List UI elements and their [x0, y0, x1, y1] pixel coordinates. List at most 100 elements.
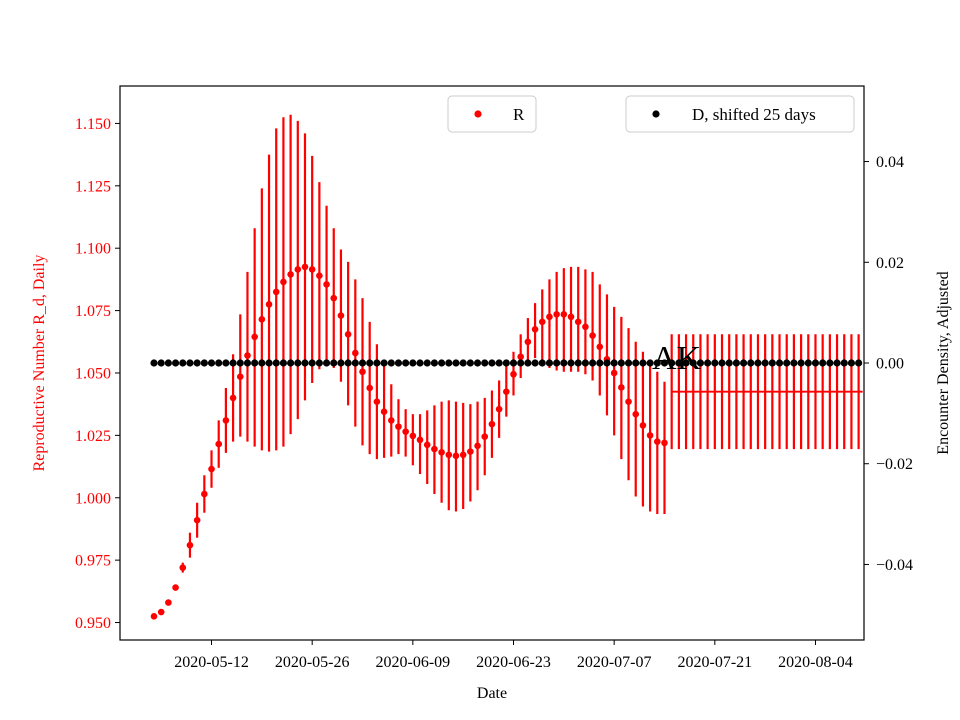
right-axis-ticks: −0.04 −0.02 0.00 0.02 0.04 — [864, 154, 913, 574]
r-point — [517, 353, 524, 360]
left-tick-label: 1.100 — [75, 241, 111, 258]
r-point — [165, 599, 172, 606]
d-point — [776, 359, 783, 366]
r-point — [532, 326, 539, 333]
r-point — [410, 433, 417, 440]
r-point — [345, 331, 352, 338]
r-point — [187, 542, 194, 549]
r-point — [244, 352, 251, 359]
d-point — [179, 359, 186, 366]
r-point — [316, 272, 323, 279]
r-point — [201, 491, 208, 498]
x-tick-label: 2020-05-12 — [174, 654, 249, 671]
d-point — [345, 359, 352, 366]
d-point — [798, 359, 805, 366]
r-point — [194, 517, 201, 524]
r-point — [251, 333, 258, 340]
d-point — [812, 359, 819, 366]
d-point — [309, 359, 316, 366]
r-point — [179, 564, 186, 571]
d-point — [330, 359, 337, 366]
d-point — [316, 359, 323, 366]
right-tick-label: 0.04 — [876, 154, 904, 171]
d-point — [531, 359, 538, 366]
d-point — [762, 359, 769, 366]
d-point — [172, 359, 179, 366]
r-point — [223, 417, 230, 424]
left-tick-label: 1.000 — [75, 490, 111, 507]
x-axis-title: Date — [477, 685, 507, 702]
r-point — [625, 398, 632, 405]
r-point — [208, 466, 215, 473]
legend-d-marker — [652, 110, 659, 117]
r-point — [388, 417, 395, 424]
d-point — [265, 359, 272, 366]
r-point — [237, 373, 244, 380]
d-point — [539, 359, 546, 366]
r-point — [359, 368, 366, 375]
r-point — [496, 406, 503, 413]
r-point — [510, 371, 517, 378]
d-point — [229, 359, 236, 366]
d-point — [618, 359, 625, 366]
r-point — [489, 421, 496, 428]
d-point — [323, 359, 330, 366]
d-point — [841, 359, 848, 366]
r-point — [287, 271, 294, 278]
d-point — [380, 359, 387, 366]
d-point — [833, 359, 840, 366]
x-tick-label: 2020-05-26 — [275, 654, 350, 671]
d-point — [373, 359, 380, 366]
x-tick-label: 2020-06-23 — [476, 654, 551, 671]
d-point — [352, 359, 359, 366]
d-point — [611, 359, 618, 366]
r-point — [259, 316, 266, 323]
d-point — [524, 359, 531, 366]
r-point — [453, 453, 460, 460]
d-point — [150, 359, 157, 366]
d-point — [186, 359, 193, 366]
legend-d-label: D, shifted 25 days — [692, 105, 816, 124]
d-point — [596, 359, 603, 366]
d-point — [424, 359, 431, 366]
d-point — [402, 359, 409, 366]
d-point — [632, 359, 639, 366]
d-point — [194, 359, 201, 366]
d-point — [467, 359, 474, 366]
legend-r-label: R — [513, 105, 525, 124]
legend-r-marker — [474, 110, 481, 117]
r-point — [474, 443, 481, 450]
r-point — [151, 613, 158, 620]
d-point — [208, 359, 215, 366]
r-point — [323, 281, 330, 288]
r-point — [640, 422, 647, 429]
r-point — [273, 289, 280, 296]
d-point — [215, 359, 222, 366]
d-point — [244, 359, 251, 366]
d-point — [452, 359, 459, 366]
d-point — [747, 359, 754, 366]
d-point — [273, 359, 280, 366]
r-point — [280, 279, 287, 286]
d-point — [438, 359, 445, 366]
r-point — [309, 266, 316, 273]
d-point — [582, 359, 589, 366]
right-tick-label: 0.02 — [876, 255, 904, 272]
d-point — [287, 359, 294, 366]
d-point — [726, 359, 733, 366]
d-point — [855, 359, 862, 366]
r-point — [503, 388, 510, 395]
d-point — [754, 359, 761, 366]
r-point — [172, 584, 179, 591]
d-point — [517, 359, 524, 366]
d-point — [589, 359, 596, 366]
d-point — [826, 359, 833, 366]
d-point — [280, 359, 287, 366]
d-point — [481, 359, 488, 366]
r-point — [589, 332, 596, 339]
r-point — [438, 449, 445, 456]
d-series — [150, 359, 862, 366]
r-point — [582, 324, 589, 331]
d-point — [431, 359, 438, 366]
d-point — [769, 359, 776, 366]
